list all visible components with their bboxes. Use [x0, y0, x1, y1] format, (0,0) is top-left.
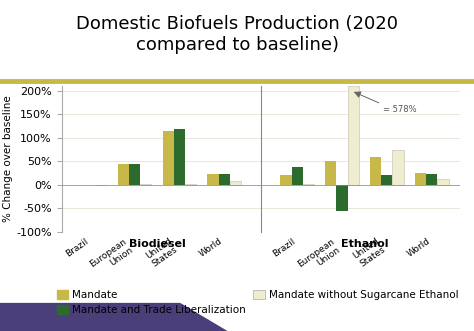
Text: Domestic Biofuels Production (2020
compared to baseline): Domestic Biofuels Production (2020 compa… [76, 15, 398, 54]
Bar [174, 129, 185, 185]
Bar [370, 158, 381, 185]
Bar [118, 164, 129, 185]
Bar [163, 131, 174, 185]
Bar [337, 185, 347, 211]
Bar [219, 174, 230, 185]
Bar [292, 167, 303, 185]
Text: Ethanol: Ethanol [341, 239, 388, 249]
Legend: Mandate, Mandate and Trade Liberalization, Mandate without Sugarcane Ethanol: Mandate, Mandate and Trade Liberalizatio… [53, 286, 463, 319]
Bar [347, 86, 359, 185]
Bar [438, 179, 448, 185]
Text: Biodiesel: Biodiesel [128, 239, 185, 249]
Bar [303, 184, 314, 185]
Bar [325, 161, 337, 185]
Y-axis label: % Change over baseline: % Change over baseline [3, 96, 13, 222]
Bar [230, 181, 241, 185]
Bar [426, 174, 438, 185]
Bar [381, 175, 392, 185]
Text: = 578%: = 578% [383, 105, 417, 114]
Bar [129, 164, 140, 185]
Bar [415, 173, 426, 185]
Bar [185, 184, 196, 185]
Bar [280, 175, 292, 185]
Bar [140, 184, 151, 185]
Bar [208, 174, 219, 185]
Bar [392, 150, 404, 185]
